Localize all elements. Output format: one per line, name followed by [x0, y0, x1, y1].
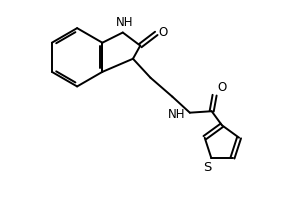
- Text: NH: NH: [116, 16, 133, 29]
- Text: S: S: [204, 161, 212, 174]
- Text: NH: NH: [168, 108, 185, 121]
- Text: O: O: [159, 26, 168, 39]
- Text: O: O: [217, 81, 226, 94]
